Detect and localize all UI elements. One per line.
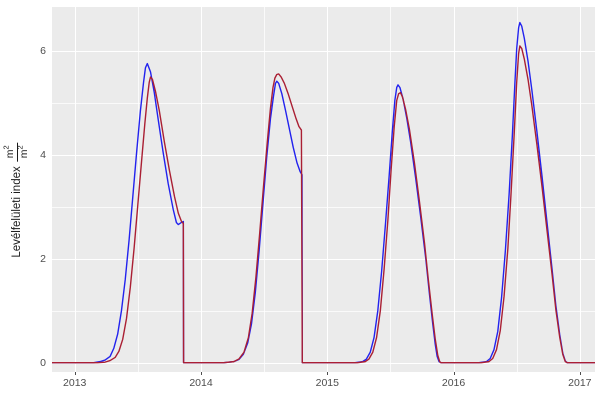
x-axis-tick-label: 2014 bbox=[189, 377, 213, 389]
gridline-minor-horizontal bbox=[52, 103, 595, 104]
x-axis: 2013 2014 2015 2016 2017 bbox=[52, 372, 595, 398]
series-line-blue-series bbox=[52, 21, 595, 364]
gridline-minor-vertical bbox=[516, 7, 518, 372]
x-axis-tick-mark bbox=[327, 372, 329, 375]
y-axis-tick-label: 6 bbox=[40, 45, 46, 58]
x-axis-tick-mark bbox=[201, 372, 202, 375]
gridline-major-vertical bbox=[453, 7, 455, 372]
gridline-major-vertical bbox=[201, 7, 203, 372]
x-axis-tick-label: 2015 bbox=[315, 377, 339, 389]
gridline-minor-vertical bbox=[137, 7, 139, 372]
x-axis-tick-label: 2013 bbox=[63, 377, 87, 389]
y-axis-title-text: Levélfelületi index bbox=[11, 166, 23, 258]
series-layer bbox=[52, 21, 595, 364]
gridline-major-vertical bbox=[327, 7, 329, 372]
gridline-major-horizontal bbox=[52, 258, 595, 260]
gridline-minor-vertical bbox=[390, 7, 392, 372]
plot-panel bbox=[52, 7, 595, 372]
gridline-major-horizontal bbox=[52, 154, 595, 157]
x-axis-tick-label: 2017 bbox=[568, 377, 592, 389]
gridline-major-horizontal bbox=[52, 51, 595, 53]
gridline-minor-horizontal bbox=[52, 310, 595, 312]
fraction-denominator: m2 bbox=[15, 145, 30, 159]
gridline-major-vertical bbox=[74, 7, 76, 372]
x-axis-tick-label: 2016 bbox=[441, 377, 466, 389]
y-axis-title: Levélfelületi index m2 m2 bbox=[0, 0, 34, 400]
gridline-major-vertical bbox=[579, 7, 581, 372]
x-axis-tick-mark bbox=[74, 372, 76, 375]
gridline-minor-horizontal bbox=[52, 206, 595, 208]
y-axis-tick-label: 0 bbox=[40, 356, 46, 369]
y-axis-tick-label: 4 bbox=[40, 148, 46, 161]
series-line-red-series bbox=[52, 45, 595, 364]
y-axis-tick-labels: 0 2 4 6 bbox=[30, 0, 80, 400]
x-axis-tick-mark bbox=[453, 372, 455, 375]
y-axis-tick-label: 2 bbox=[40, 252, 46, 265]
y-axis-units-fraction: m2 m2 bbox=[2, 142, 30, 162]
x-axis-tick-mark bbox=[579, 372, 581, 375]
